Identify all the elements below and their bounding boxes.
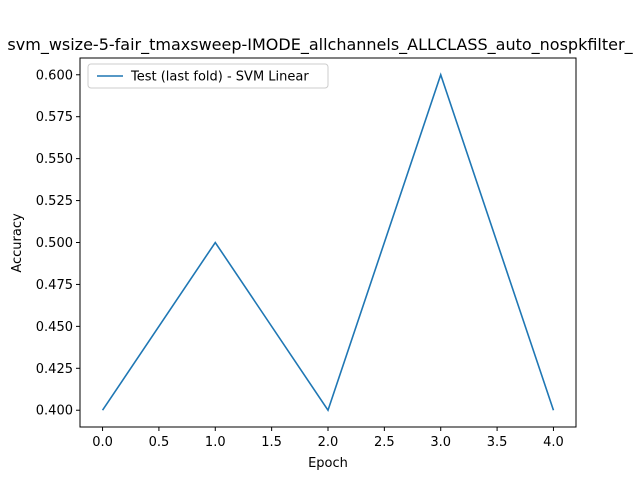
x-axis-label: Epoch xyxy=(308,456,348,471)
x-tick-label: 4.0 xyxy=(543,435,564,450)
y-tick-label: 0.600 xyxy=(36,68,73,83)
y-tick-label: 0.550 xyxy=(36,152,73,167)
x-tick-label: 2.5 xyxy=(374,435,395,450)
legend-label: Test (last fold) - SVM Linear xyxy=(130,70,309,85)
y-tick-label: 0.475 xyxy=(36,278,73,293)
y-tick-label: 0.425 xyxy=(36,362,73,377)
x-tick-label: 3.0 xyxy=(430,435,451,450)
x-tick-label: 2.0 xyxy=(318,435,339,450)
y-tick-label: 0.500 xyxy=(36,236,73,251)
y-tick-label: 0.575 xyxy=(36,110,73,125)
x-tick-label: 1.5 xyxy=(261,435,282,450)
x-tick-label: 1.0 xyxy=(205,435,226,450)
y-tick-label: 0.525 xyxy=(36,194,73,209)
x-tick-label: 3.5 xyxy=(487,435,508,450)
legend-box xyxy=(87,63,329,89)
x-tick-label: 0.0 xyxy=(92,435,113,450)
plot-area: 0.0 0.5 1.0 1.5 2.0 2.5 3.0 3.5 4.0 0.400 0.425 0.4… xyxy=(36,57,577,450)
x-tick-label: 0.5 xyxy=(149,435,170,450)
y-axis-label: Accuracy xyxy=(10,213,25,273)
y-tick-label: 0.450 xyxy=(36,320,73,335)
y-tick-label: 0.400 xyxy=(36,404,73,419)
chart-title: svm_wsize-5-fair_tmaxsweep-IMODE_allchan… xyxy=(7,35,633,55)
